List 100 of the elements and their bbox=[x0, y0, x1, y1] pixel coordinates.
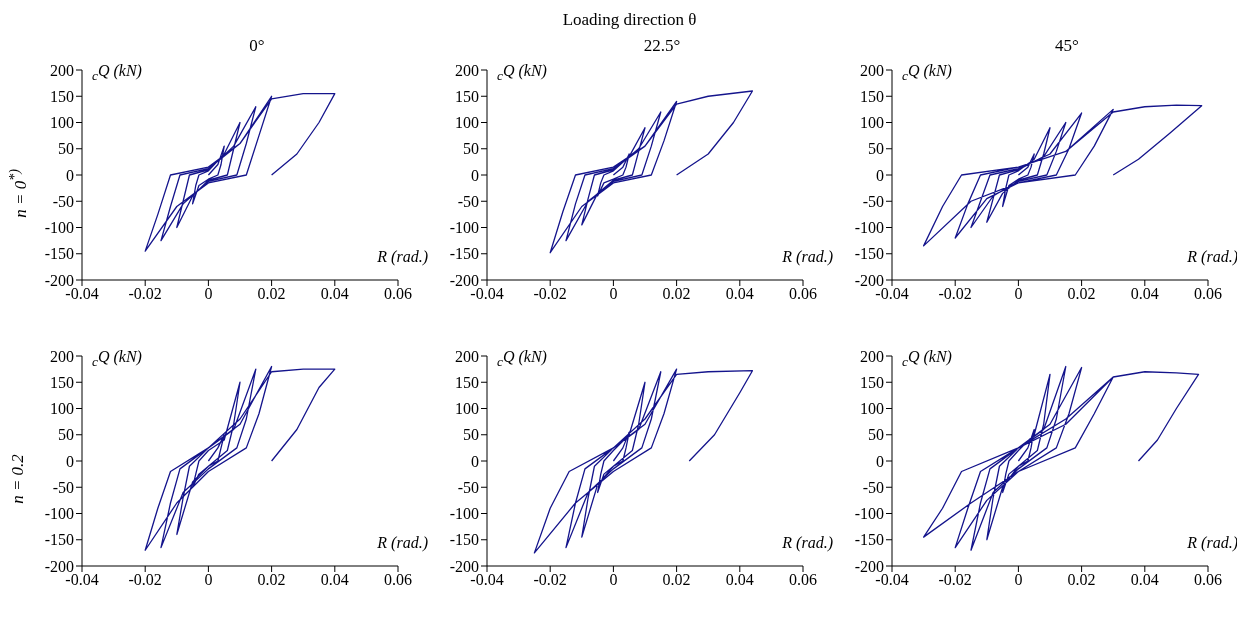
x-axis-title: R (rad.) bbox=[1187, 248, 1238, 265]
y-tick-label: 50 bbox=[868, 140, 884, 158]
x-tick-label: 0 bbox=[204, 571, 213, 589]
y-tick-label: 100 bbox=[455, 400, 479, 418]
line-series bbox=[533, 368, 754, 554]
x-tick-label: -0.02 bbox=[533, 285, 567, 303]
y-tick-label: 0 bbox=[471, 166, 479, 184]
y-tick-label: -50 bbox=[457, 478, 479, 496]
y-tick-label: 150 bbox=[455, 373, 479, 391]
text: n = 0.2 bbox=[8, 454, 28, 504]
line-series bbox=[922, 365, 1200, 551]
x-tick-label: 0.06 bbox=[789, 285, 817, 303]
x-tick-label: 0.02 bbox=[257, 571, 286, 589]
x-tick-label: 0.04 bbox=[320, 285, 349, 303]
y-tick-label: 50 bbox=[463, 426, 479, 444]
x-tick-label: 0.02 bbox=[1067, 285, 1096, 303]
y-tick-label: -150 bbox=[449, 531, 479, 549]
y-tick-label: 50 bbox=[58, 426, 74, 444]
y-tick-label: -100 bbox=[854, 219, 884, 237]
y-tick-label: 100 bbox=[860, 400, 884, 418]
x-tick-label: -0.02 bbox=[533, 571, 567, 589]
x-axis-title: R (rad.) bbox=[377, 534, 428, 551]
y-tick-label: 200 bbox=[50, 61, 74, 79]
line-series bbox=[144, 92, 336, 252]
y-tick-label: 0 bbox=[876, 166, 884, 184]
x-tick-label: -0.02 bbox=[128, 571, 162, 589]
x-tick-label: 0.06 bbox=[384, 285, 412, 303]
y-axis-title: $_{c}$Q (kN) bbox=[497, 62, 547, 84]
text: Loading direction θ bbox=[562, 10, 697, 29]
chart-title: 22.5° bbox=[643, 36, 681, 55]
x-tick-label: 0.04 bbox=[725, 571, 754, 589]
y-tick-label: 200 bbox=[455, 61, 479, 79]
x-tick-label: 0.06 bbox=[1194, 571, 1222, 589]
y-tick-label: -100 bbox=[854, 505, 884, 523]
y-tick-label: 0 bbox=[876, 452, 884, 470]
x-tick-label: 0.02 bbox=[662, 571, 691, 589]
x-tick-label: 0.04 bbox=[1130, 285, 1159, 303]
y-tick-label: 0 bbox=[66, 452, 74, 470]
x-tick-label: 0.02 bbox=[662, 285, 691, 303]
y-tick-label: 50 bbox=[58, 140, 74, 158]
line-series bbox=[922, 104, 1203, 247]
y-tick-label: 150 bbox=[50, 87, 74, 105]
y-tick-label: 150 bbox=[50, 373, 74, 391]
y-tick-label: -150 bbox=[854, 245, 884, 263]
y-tick-label: 100 bbox=[50, 400, 74, 418]
y-tick-label: -100 bbox=[449, 505, 479, 523]
y-tick-label: -100 bbox=[44, 505, 74, 523]
y-tick-label: 50 bbox=[463, 140, 479, 158]
y-tick-label: 0 bbox=[66, 166, 74, 184]
x-tick-label: 0.04 bbox=[725, 285, 754, 303]
x-tick-label: 0.06 bbox=[789, 571, 817, 589]
x-tick-label: -0.02 bbox=[938, 285, 972, 303]
x-tick-label: 0 bbox=[204, 285, 213, 303]
x-axis-title: R (rad.) bbox=[782, 248, 833, 265]
y-axis-title: $_{c}$Q (kN) bbox=[902, 348, 952, 370]
line-series bbox=[144, 365, 336, 551]
y-tick-label: -50 bbox=[862, 478, 884, 496]
y-axis-title: $_{c}$Q (kN) bbox=[92, 348, 142, 370]
y-tick-label: -150 bbox=[44, 245, 74, 263]
y-tick-label: 50 bbox=[868, 426, 884, 444]
line-series bbox=[549, 90, 754, 254]
x-tick-label: 0.06 bbox=[1194, 285, 1222, 303]
y-axis-title: $_{c}$Q (kN) bbox=[497, 348, 547, 370]
y-tick-label: -150 bbox=[449, 245, 479, 263]
x-axis-title: R (rad.) bbox=[1187, 534, 1238, 551]
y-axis-title: $_{c}$Q (kN) bbox=[902, 62, 952, 84]
y-tick-label: 100 bbox=[50, 114, 74, 132]
y-axis-title: $_{c}$Q (kN) bbox=[92, 62, 142, 84]
y-tick-label: -100 bbox=[44, 219, 74, 237]
x-axis-title: R (rad.) bbox=[782, 534, 833, 551]
y-tick-label: -50 bbox=[52, 478, 74, 496]
chart-title: 45° bbox=[1055, 36, 1079, 55]
x-tick-label: 0 bbox=[609, 571, 618, 589]
y-tick-label: -150 bbox=[44, 531, 74, 549]
y-tick-label: -100 bbox=[449, 219, 479, 237]
x-tick-label: -0.02 bbox=[938, 571, 972, 589]
y-tick-label: 200 bbox=[860, 347, 884, 365]
y-tick-label: 200 bbox=[455, 347, 479, 365]
x-tick-label: 0.04 bbox=[1130, 571, 1159, 589]
x-tick-label: -0.02 bbox=[128, 285, 162, 303]
y-tick-label: 100 bbox=[860, 114, 884, 132]
x-axis-title: R (rad.) bbox=[377, 248, 428, 265]
chart-title: 0° bbox=[249, 36, 265, 55]
y-tick-label: -50 bbox=[457, 192, 479, 210]
y-tick-label: 150 bbox=[860, 87, 884, 105]
y-tick-label: 100 bbox=[455, 114, 479, 132]
y-tick-label: -50 bbox=[862, 192, 884, 210]
y-tick-label: 0 bbox=[471, 452, 479, 470]
y-tick-label: 150 bbox=[455, 87, 479, 105]
x-tick-label: 0 bbox=[1014, 285, 1023, 303]
x-tick-label: 0.06 bbox=[384, 571, 412, 589]
x-tick-label: 0.02 bbox=[1067, 571, 1096, 589]
y-tick-label: 200 bbox=[860, 61, 884, 79]
x-tick-label: 0.04 bbox=[320, 571, 349, 589]
x-tick-label: 0.02 bbox=[257, 285, 286, 303]
y-tick-label: 150 bbox=[860, 373, 884, 391]
x-tick-label: 0 bbox=[1014, 571, 1023, 589]
y-tick-label: 200 bbox=[50, 347, 74, 365]
x-tick-label: 0 bbox=[609, 285, 618, 303]
y-tick-label: -150 bbox=[854, 531, 884, 549]
